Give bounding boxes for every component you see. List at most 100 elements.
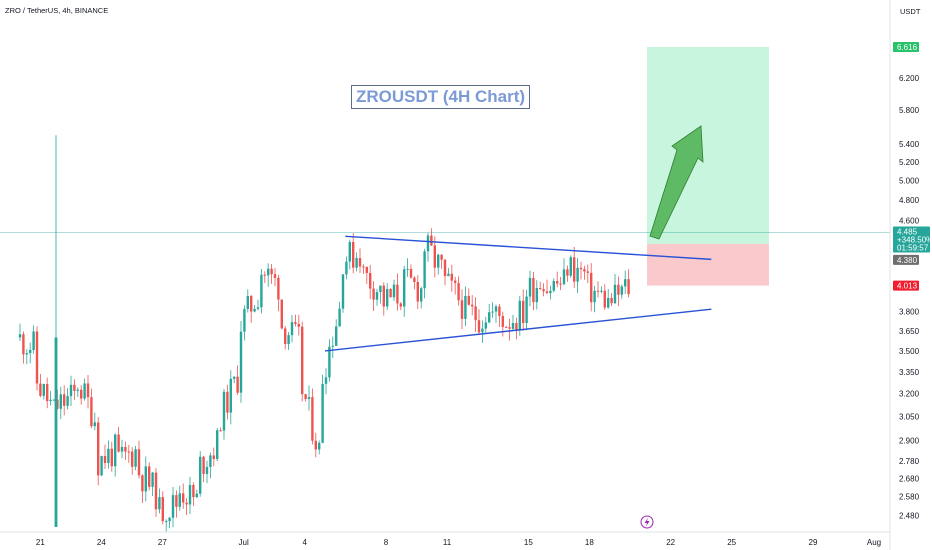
chart-title: ZROUSDT (4H Chart) (351, 85, 531, 109)
arrow-shape (649, 125, 704, 240)
candle (90, 388, 93, 429)
candle (73, 379, 76, 400)
price-tick: 5.800 (899, 106, 920, 115)
candle (586, 264, 589, 284)
candle (596, 281, 600, 298)
candle (539, 281, 542, 290)
candle (100, 455, 103, 477)
price-tick: 3.200 (899, 390, 920, 399)
candle (148, 462, 151, 491)
candle (59, 386, 62, 420)
price-tick: 2.680 (899, 474, 920, 483)
candle (287, 331, 290, 350)
lightning-icon[interactable] (640, 515, 654, 529)
candle (290, 314, 294, 343)
candle (124, 441, 127, 461)
candle (46, 377, 49, 409)
candle (216, 427, 219, 462)
candle (171, 487, 175, 528)
currency-label: USDT (900, 7, 921, 16)
candle (280, 299, 283, 330)
candle (403, 265, 406, 317)
price-tick: 3.350 (899, 368, 920, 377)
candle (205, 460, 209, 484)
candle (535, 280, 538, 310)
candle (610, 293, 613, 307)
time-tick: 24 (97, 538, 106, 547)
candle (341, 274, 345, 313)
time-axis[interactable]: 21 24 27 Jul 4 8 11 15 18 22 25 29 Aug (36, 538, 881, 547)
candle (49, 391, 52, 406)
candle (426, 232, 430, 262)
candle (66, 388, 69, 410)
candle (494, 304, 498, 323)
candle (416, 275, 419, 310)
price-tick: 5.400 (899, 140, 920, 149)
candle (522, 289, 525, 331)
candle (464, 286, 467, 327)
candle (556, 271, 559, 288)
candle (620, 284, 623, 299)
candle (229, 370, 232, 425)
entry-price-box: 4.380 (893, 254, 919, 265)
candle (348, 239, 351, 270)
candle (158, 488, 161, 514)
price-tick: 2.780 (899, 457, 920, 466)
candle (437, 253, 440, 275)
candle (566, 265, 569, 282)
candle (297, 314, 300, 336)
candle (549, 285, 552, 300)
candle (219, 427, 222, 432)
candle (117, 427, 120, 453)
price-tick: 4.600 (899, 216, 920, 225)
candle (80, 385, 83, 405)
projection-arrow (649, 125, 704, 240)
candle (369, 264, 372, 300)
candle (69, 375, 73, 406)
price-tick: 5.200 (899, 158, 920, 167)
risk-reward-zones (647, 47, 769, 286)
candle (399, 302, 402, 311)
candle (195, 489, 198, 499)
candle (52, 399, 56, 401)
candle (406, 258, 409, 277)
candle (379, 285, 382, 304)
candle (127, 444, 130, 463)
candle (32, 325, 35, 354)
candle (321, 374, 324, 443)
candle (253, 305, 256, 313)
candle (355, 252, 358, 272)
candle (63, 385, 66, 416)
svg-text:01:59:57: 01:59:57 (897, 244, 929, 253)
candle (324, 368, 328, 395)
price-axis[interactable]: 6.200 5.800 5.400 5.200 5.000 4.800 4.600 3.800… (899, 74, 920, 520)
price-axis-labels: 6.616 4.485+348.50%01:59:57 4.380 4.013 (893, 42, 932, 291)
candle (430, 228, 433, 246)
candle (134, 445, 137, 471)
candle (236, 365, 239, 395)
candle (165, 519, 168, 532)
candle (97, 416, 100, 486)
svg-text:+348.50%: +348.50% (897, 236, 932, 245)
candle (192, 482, 195, 506)
candle (484, 316, 487, 333)
candle (239, 320, 243, 403)
candle (501, 311, 504, 337)
candle (39, 373, 42, 398)
candle (450, 264, 453, 292)
candle (413, 276, 416, 290)
candle (409, 264, 413, 279)
candle (256, 299, 260, 311)
candle (454, 276, 457, 295)
svg-text:4.485: 4.485 (897, 228, 918, 237)
svg-text:4.380: 4.380 (897, 256, 918, 265)
candle (161, 491, 164, 525)
candle (86, 374, 90, 409)
candle (423, 248, 426, 299)
candle (212, 447, 215, 467)
listing-candle (54, 337, 58, 527)
candle (433, 236, 436, 278)
candle (545, 279, 549, 295)
candle (481, 320, 484, 343)
